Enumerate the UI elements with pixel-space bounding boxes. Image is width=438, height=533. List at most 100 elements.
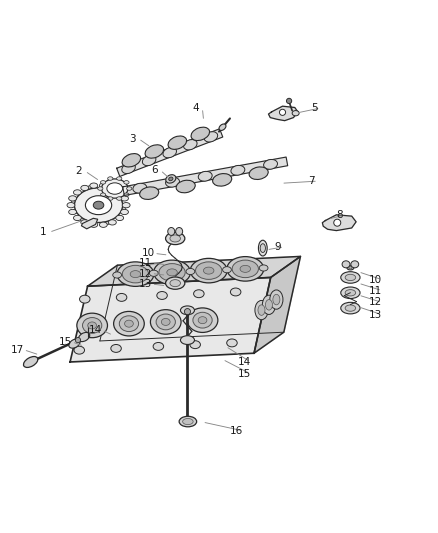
Ellipse shape bbox=[109, 185, 117, 191]
Ellipse shape bbox=[190, 341, 201, 349]
Ellipse shape bbox=[176, 180, 195, 193]
Text: 15: 15 bbox=[238, 369, 251, 379]
Text: 6: 6 bbox=[151, 165, 158, 175]
Text: 11: 11 bbox=[139, 258, 152, 268]
Ellipse shape bbox=[166, 232, 185, 245]
Ellipse shape bbox=[260, 244, 265, 253]
Polygon shape bbox=[268, 106, 298, 120]
Ellipse shape bbox=[98, 187, 103, 190]
Ellipse shape bbox=[80, 295, 90, 303]
Ellipse shape bbox=[157, 292, 167, 300]
Ellipse shape bbox=[69, 209, 77, 215]
Ellipse shape bbox=[345, 274, 356, 280]
Ellipse shape bbox=[74, 188, 123, 222]
Ellipse shape bbox=[85, 196, 112, 215]
Ellipse shape bbox=[334, 219, 341, 226]
Polygon shape bbox=[70, 278, 271, 362]
Ellipse shape bbox=[166, 277, 185, 289]
Polygon shape bbox=[254, 256, 300, 353]
Text: 15: 15 bbox=[59, 337, 72, 347]
Ellipse shape bbox=[219, 124, 226, 131]
Ellipse shape bbox=[75, 337, 81, 343]
Ellipse shape bbox=[88, 322, 96, 329]
Ellipse shape bbox=[117, 294, 127, 301]
Ellipse shape bbox=[90, 183, 98, 188]
Ellipse shape bbox=[195, 262, 222, 279]
Ellipse shape bbox=[124, 181, 129, 184]
Ellipse shape bbox=[153, 343, 164, 350]
Ellipse shape bbox=[345, 289, 356, 296]
Ellipse shape bbox=[194, 290, 204, 297]
Ellipse shape bbox=[81, 220, 88, 225]
Ellipse shape bbox=[179, 416, 197, 427]
Ellipse shape bbox=[119, 197, 124, 201]
Ellipse shape bbox=[120, 209, 128, 215]
Ellipse shape bbox=[74, 190, 81, 195]
Ellipse shape bbox=[81, 185, 88, 191]
Polygon shape bbox=[117, 129, 223, 176]
Ellipse shape bbox=[69, 196, 77, 201]
Ellipse shape bbox=[198, 317, 207, 324]
Ellipse shape bbox=[342, 261, 350, 268]
Ellipse shape bbox=[73, 209, 78, 214]
Ellipse shape bbox=[292, 110, 299, 116]
Ellipse shape bbox=[231, 165, 245, 175]
Ellipse shape bbox=[227, 256, 264, 281]
Ellipse shape bbox=[184, 309, 191, 314]
Ellipse shape bbox=[24, 357, 38, 367]
Text: 1: 1 bbox=[39, 228, 46, 237]
Ellipse shape bbox=[80, 216, 85, 221]
Ellipse shape bbox=[349, 266, 352, 269]
Ellipse shape bbox=[105, 219, 109, 225]
Ellipse shape bbox=[168, 136, 187, 149]
Ellipse shape bbox=[170, 280, 180, 287]
Ellipse shape bbox=[145, 145, 164, 158]
Text: 10: 10 bbox=[141, 248, 155, 259]
Ellipse shape bbox=[273, 294, 280, 305]
Ellipse shape bbox=[142, 155, 156, 166]
Ellipse shape bbox=[92, 220, 96, 225]
Ellipse shape bbox=[187, 308, 218, 333]
Ellipse shape bbox=[120, 206, 126, 211]
Ellipse shape bbox=[107, 183, 123, 194]
Ellipse shape bbox=[279, 109, 286, 115]
Ellipse shape bbox=[170, 235, 180, 242]
Ellipse shape bbox=[262, 295, 276, 314]
Ellipse shape bbox=[258, 305, 265, 316]
Ellipse shape bbox=[124, 320, 133, 327]
Polygon shape bbox=[123, 157, 288, 196]
Ellipse shape bbox=[203, 267, 214, 274]
Ellipse shape bbox=[286, 98, 292, 103]
Ellipse shape bbox=[74, 346, 85, 354]
Text: 12: 12 bbox=[139, 269, 152, 279]
Ellipse shape bbox=[109, 220, 117, 225]
Ellipse shape bbox=[117, 177, 122, 180]
Ellipse shape bbox=[113, 311, 144, 336]
Ellipse shape bbox=[120, 196, 128, 201]
Ellipse shape bbox=[227, 339, 237, 347]
Ellipse shape bbox=[111, 344, 121, 352]
Ellipse shape bbox=[223, 266, 231, 273]
Ellipse shape bbox=[71, 200, 78, 204]
Ellipse shape bbox=[167, 269, 177, 276]
Ellipse shape bbox=[127, 187, 132, 190]
Ellipse shape bbox=[102, 179, 128, 198]
Ellipse shape bbox=[232, 260, 258, 278]
Ellipse shape bbox=[149, 270, 158, 276]
Ellipse shape bbox=[161, 318, 170, 326]
Ellipse shape bbox=[176, 228, 183, 236]
Ellipse shape bbox=[122, 154, 141, 167]
Ellipse shape bbox=[180, 336, 194, 344]
Text: 9: 9 bbox=[275, 242, 282, 252]
Ellipse shape bbox=[101, 185, 105, 191]
Ellipse shape bbox=[116, 215, 124, 221]
Ellipse shape bbox=[93, 201, 104, 209]
Ellipse shape bbox=[249, 167, 268, 180]
Ellipse shape bbox=[264, 159, 278, 169]
Ellipse shape bbox=[341, 287, 360, 298]
Ellipse shape bbox=[186, 269, 195, 274]
Ellipse shape bbox=[77, 313, 107, 338]
Ellipse shape bbox=[115, 214, 120, 219]
Ellipse shape bbox=[183, 418, 193, 425]
Text: 13: 13 bbox=[139, 279, 152, 289]
